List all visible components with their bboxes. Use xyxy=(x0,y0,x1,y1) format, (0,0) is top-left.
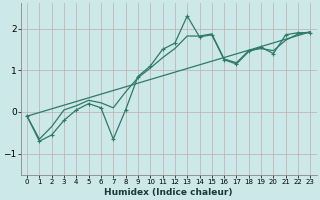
X-axis label: Humidex (Indice chaleur): Humidex (Indice chaleur) xyxy=(104,188,233,197)
